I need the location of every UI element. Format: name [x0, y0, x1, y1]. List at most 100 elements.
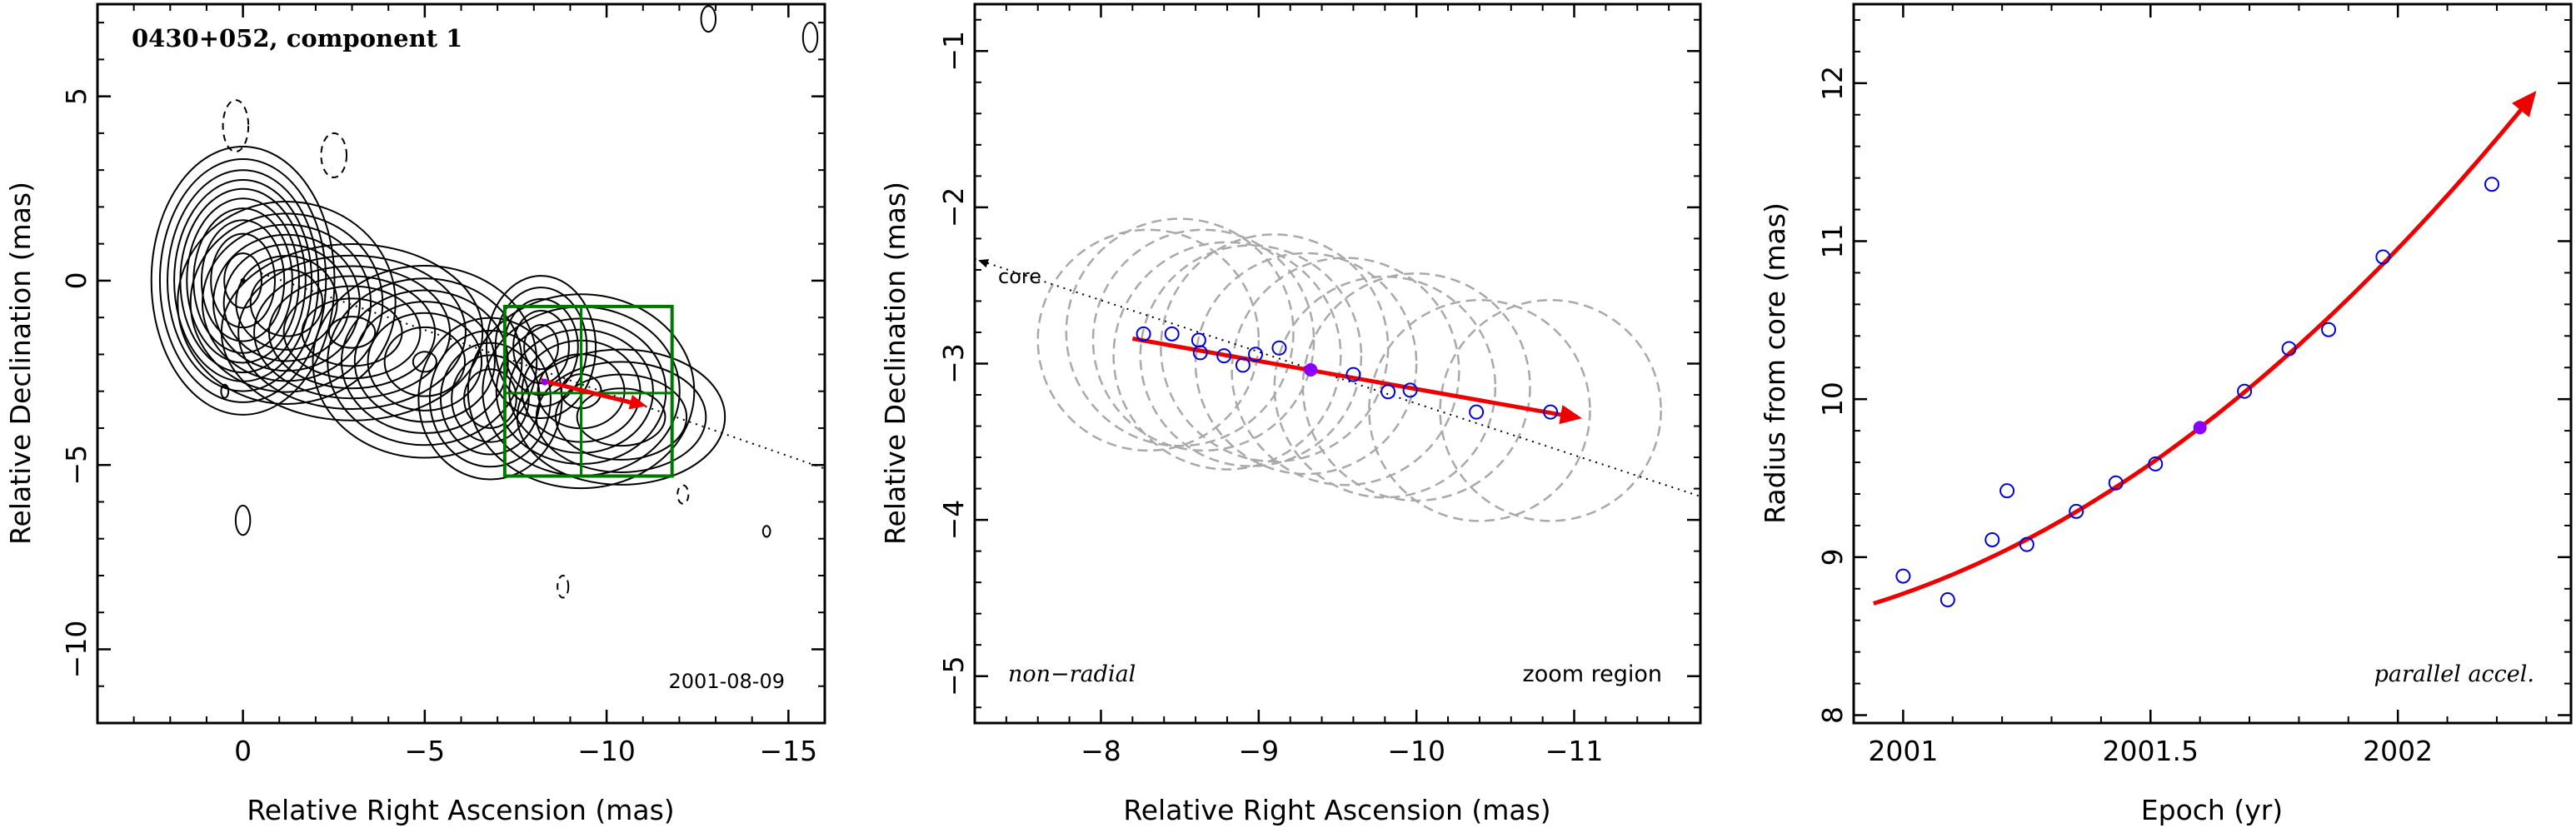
- p1-contour: [158, 157, 327, 403]
- p2-highlight-point: [1304, 363, 1318, 377]
- p1-ytick-label: −10: [60, 621, 92, 679]
- p2-fit-circle: [1065, 217, 1295, 447]
- p3-xtick-label: 2002: [2363, 735, 2433, 767]
- p3-highlight-point: [2193, 421, 2207, 435]
- p1-noise-contour: [851, 141, 872, 177]
- p3-frame: [1852, 2, 2573, 725]
- p2-fit-circle: [1091, 228, 1315, 452]
- p1-contour: [353, 301, 496, 423]
- p1-contour-level: [150, 145, 726, 490]
- p2-fit-circle: [1273, 275, 1497, 499]
- p3-ytick-label: 10: [1816, 382, 1849, 416]
- panel-radius-vs-epoch: 2001 2001.5 2002 8 9 10 11 12 parallel accel. E…: [1759, 2, 2573, 826]
- p1-contour: [516, 348, 726, 486]
- p1-contour-level: [167, 169, 688, 466]
- p1-contour: [428, 329, 552, 468]
- p1-ytick-label: 5: [60, 87, 92, 105]
- p1-contour: [177, 200, 397, 405]
- p3-plot-area: [1873, 91, 2537, 608]
- p2-y-axis-label: Relative Declination (mas): [879, 182, 911, 545]
- p2-x-axis-label: Relative Right Ascension (mas): [1123, 794, 1550, 826]
- p2-plot-area: [975, 217, 1700, 522]
- p1-zoom-box: [502, 304, 674, 478]
- p1-contour: [150, 145, 336, 416]
- p1-contour: [173, 179, 313, 382]
- p1-contour: [523, 323, 559, 371]
- p1-contour: [554, 373, 688, 461]
- p3-fit-arrowhead: [2511, 91, 2537, 117]
- p2-velocity-arrow: [1131, 337, 1568, 418]
- p1-contour: [235, 255, 338, 351]
- p2-ytick-label: −2: [937, 187, 970, 228]
- p3-y-axis-label: Radius from core (mas): [1759, 202, 1791, 524]
- p1-velocity-arrow: [540, 377, 639, 407]
- panel-zoom-region: −8 −9 −10 −11 −1 −2 −3 −4 −5 core non−radial zoo…: [879, 2, 1702, 826]
- p1-contour: [223, 252, 262, 309]
- p2-data-point: [1543, 404, 1559, 420]
- p2-data-point: [1192, 345, 1208, 361]
- p1-contour: [340, 289, 509, 435]
- p1-contour: [485, 275, 597, 420]
- p1-xtick-label: −5: [405, 735, 446, 767]
- p1-contour: [192, 207, 293, 354]
- p3-data-point: [2281, 341, 2297, 357]
- p2-data-point: [1380, 384, 1396, 400]
- p1-contour: [237, 254, 467, 411]
- p1-contour: [312, 265, 538, 459]
- p1-noise-contour: [220, 383, 230, 399]
- p1-noise-contour: [700, 5, 717, 33]
- p3-ytick-label: 12: [1816, 66, 1849, 101]
- p1-contour: [412, 351, 437, 373]
- p1-contour: [327, 316, 377, 349]
- p2-data-point: [1271, 340, 1287, 356]
- p1-contour: [576, 387, 666, 447]
- p3-ticks: 2001 2001.5 2002 8 9 10 11 12: [1816, 4, 2571, 767]
- p2-data-point: [1469, 404, 1485, 420]
- p1-contour: [451, 354, 530, 443]
- p3-data-point: [1999, 483, 2015, 499]
- p1-noise-contour: [676, 484, 690, 505]
- p2-xtick-label: −10: [1387, 735, 1445, 767]
- p3-ytick-label: 9: [1816, 548, 1849, 566]
- p2-ytick-label: −4: [937, 500, 970, 541]
- p1-contour-level: [210, 232, 277, 329]
- p2-fit-circle: [1139, 244, 1363, 467]
- p1-core-dot: [240, 277, 246, 283]
- p2-data-point: [1164, 326, 1180, 342]
- p1-noise-contour: [761, 525, 771, 538]
- p1-contour: [200, 219, 286, 342]
- p3-data-point: [2148, 456, 2164, 471]
- p1-contour-level: [200, 219, 286, 342]
- p1-title: 0430+052, component 1: [132, 24, 462, 52]
- p2-fit-circle: [1112, 241, 1342, 471]
- p1-contour: [367, 312, 483, 412]
- panel-contour-map: 0 −5 −10 −15 5 0 −5 −10 0430+052, component 1 2…: [4, 2, 872, 826]
- p1-y-axis-label: Relative Declination (mas): [4, 182, 37, 545]
- p2-velocity-arrowhead: [1559, 405, 1582, 425]
- p1-contour: [512, 310, 570, 385]
- p2-data-point: [1216, 348, 1232, 364]
- p1-noise-contour: [234, 504, 252, 536]
- p2-ticks: −8 −9 −10 −11 −1 −2 −3 −4 −5: [937, 4, 1700, 767]
- p1-contour: [253, 265, 452, 400]
- p3-content: [1873, 91, 2537, 608]
- p3-data-point: [2019, 536, 2034, 552]
- p3-fit-curve: [1873, 102, 2529, 606]
- p2-core-label: core: [998, 265, 1041, 288]
- p2-fit-circle: [1439, 298, 1662, 522]
- p2-core-direction-arrowhead: [978, 259, 990, 268]
- p3-data-point: [2375, 249, 2391, 265]
- p1-contour: [282, 285, 422, 380]
- p2-fit-circle: [1036, 228, 1261, 452]
- p1-noise-contour: [222, 99, 250, 153]
- p3-xtick-label: 2001: [1868, 735, 1938, 767]
- p3-data-point: [2484, 177, 2499, 192]
- p1-xtick-label: 0: [234, 735, 252, 767]
- p2-fit-circle: [1231, 257, 1460, 486]
- p3-xtick-label: 2001.5: [2103, 735, 2199, 767]
- p1-noise-contour: [320, 132, 348, 179]
- p1-velocity-arrowhead: [628, 394, 647, 410]
- p2-xtick-label: −11: [1545, 735, 1604, 767]
- p3-annotation: parallel accel.: [2374, 661, 2534, 687]
